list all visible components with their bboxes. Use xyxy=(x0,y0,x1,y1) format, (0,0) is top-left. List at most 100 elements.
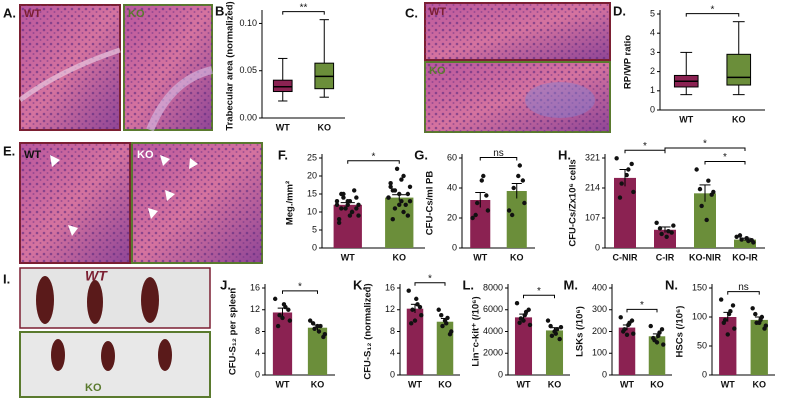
chart: G. CFU-Cs/ml PB 0 20 40 60 WT KO ns xyxy=(414,147,535,262)
data-point xyxy=(479,178,484,183)
data-point xyxy=(310,321,316,326)
data-point xyxy=(349,209,355,215)
data-point xyxy=(307,318,313,323)
chart: N. HSCs (/10⁶) 0 50 100 150 WT KO ns xyxy=(665,277,775,389)
y-tick-label: 16 xyxy=(385,282,395,292)
panel-label: E. xyxy=(3,143,15,158)
bar xyxy=(750,319,768,375)
panel-label: H. xyxy=(558,147,571,162)
y-tick-label: 300 xyxy=(592,304,607,314)
data-point xyxy=(618,315,623,320)
y-tick-label: 25 xyxy=(307,152,317,162)
data-point xyxy=(405,191,411,197)
data-point xyxy=(726,311,732,317)
significance-label: * xyxy=(703,139,707,150)
panel-label: A. xyxy=(3,5,16,20)
y-tick-label: 107 xyxy=(585,212,600,222)
x-tick-label: KO xyxy=(311,379,325,389)
data-point xyxy=(417,304,423,310)
data-point xyxy=(386,195,391,200)
image-label: KO xyxy=(128,8,145,20)
data-point xyxy=(397,202,402,207)
data-point xyxy=(704,217,709,223)
y-tick-label: 12 xyxy=(250,304,260,314)
data-point xyxy=(275,323,281,329)
significance-bracket xyxy=(347,160,400,164)
data-point xyxy=(406,288,411,293)
data-point xyxy=(345,199,350,204)
data-point xyxy=(334,202,340,207)
texture xyxy=(132,143,262,263)
data-point xyxy=(517,320,522,325)
y-axis-label: CFU-S₁₂ (normalized) xyxy=(363,283,374,379)
data-point xyxy=(521,318,526,323)
y-tick-label: 2000 xyxy=(483,348,503,358)
data-point xyxy=(397,191,402,197)
data-point xyxy=(281,302,287,307)
data-point xyxy=(345,202,350,207)
y-tick-label: 0 xyxy=(650,104,655,114)
y-tick-label: 0 xyxy=(390,369,395,379)
data-point xyxy=(399,199,404,204)
data-point xyxy=(388,184,393,189)
x-tick-label: KO xyxy=(548,379,562,389)
significance-bracket xyxy=(282,11,325,15)
data-point xyxy=(659,231,664,237)
data-point xyxy=(730,303,736,308)
image-label: WT xyxy=(24,149,41,161)
significance-label: * xyxy=(298,282,302,293)
data-point xyxy=(401,209,406,215)
y-tick-label: 6000 xyxy=(483,304,503,314)
box xyxy=(726,53,752,86)
chart: F. Meg./mm² 0 5 10 15 20 25 WT KO * xyxy=(278,147,425,262)
y-tick-label: 4 xyxy=(255,348,260,358)
tissue-band xyxy=(18,47,121,103)
panel-label: I. xyxy=(3,271,10,286)
significance-label: * xyxy=(537,286,541,297)
data-point xyxy=(614,156,619,161)
significance-bracket xyxy=(414,282,446,286)
significance-label: * xyxy=(640,300,644,311)
y-tick-label: 0 xyxy=(312,242,317,252)
data-point xyxy=(648,323,653,329)
data-point xyxy=(401,173,406,179)
bar xyxy=(470,200,491,248)
image-label: KO xyxy=(85,382,102,394)
data-point xyxy=(341,195,346,200)
data-point xyxy=(394,166,400,171)
y-tick-label: 8 xyxy=(390,326,395,336)
data-point xyxy=(485,208,491,213)
data-point xyxy=(526,307,531,312)
bar xyxy=(514,317,533,375)
data-point xyxy=(403,202,408,207)
spleens xyxy=(36,276,172,371)
y-tick-label: 200 xyxy=(592,326,607,336)
y-axis-label: RP/WP ratio xyxy=(623,35,634,89)
data-point xyxy=(753,311,758,317)
significance-label: * xyxy=(723,152,727,163)
y-tick-label: 321 xyxy=(585,152,600,162)
data-point xyxy=(287,318,293,323)
bar xyxy=(545,330,564,375)
significance-bracket xyxy=(704,160,746,165)
x-tick-label: KO-NIR xyxy=(689,252,721,262)
data-point xyxy=(552,329,557,334)
panel-label: B. xyxy=(215,3,228,18)
data-point xyxy=(739,237,744,242)
data-point xyxy=(558,324,564,330)
y-axis-label: Meg./mm² xyxy=(285,181,296,225)
data-point xyxy=(734,234,739,239)
data-point xyxy=(709,192,714,197)
data-point xyxy=(654,220,659,225)
y-tick-label: 0 xyxy=(602,369,607,379)
data-point xyxy=(732,326,737,331)
panel-label: J. xyxy=(220,277,231,292)
data-point xyxy=(617,195,623,200)
data-point xyxy=(664,234,669,239)
data-point xyxy=(407,184,413,189)
panel-label: M. xyxy=(564,277,578,292)
y-tick-label: 0.00 xyxy=(239,112,257,122)
significance-label: * xyxy=(428,273,432,284)
data-point xyxy=(481,173,486,179)
significance-bracket xyxy=(727,291,760,295)
